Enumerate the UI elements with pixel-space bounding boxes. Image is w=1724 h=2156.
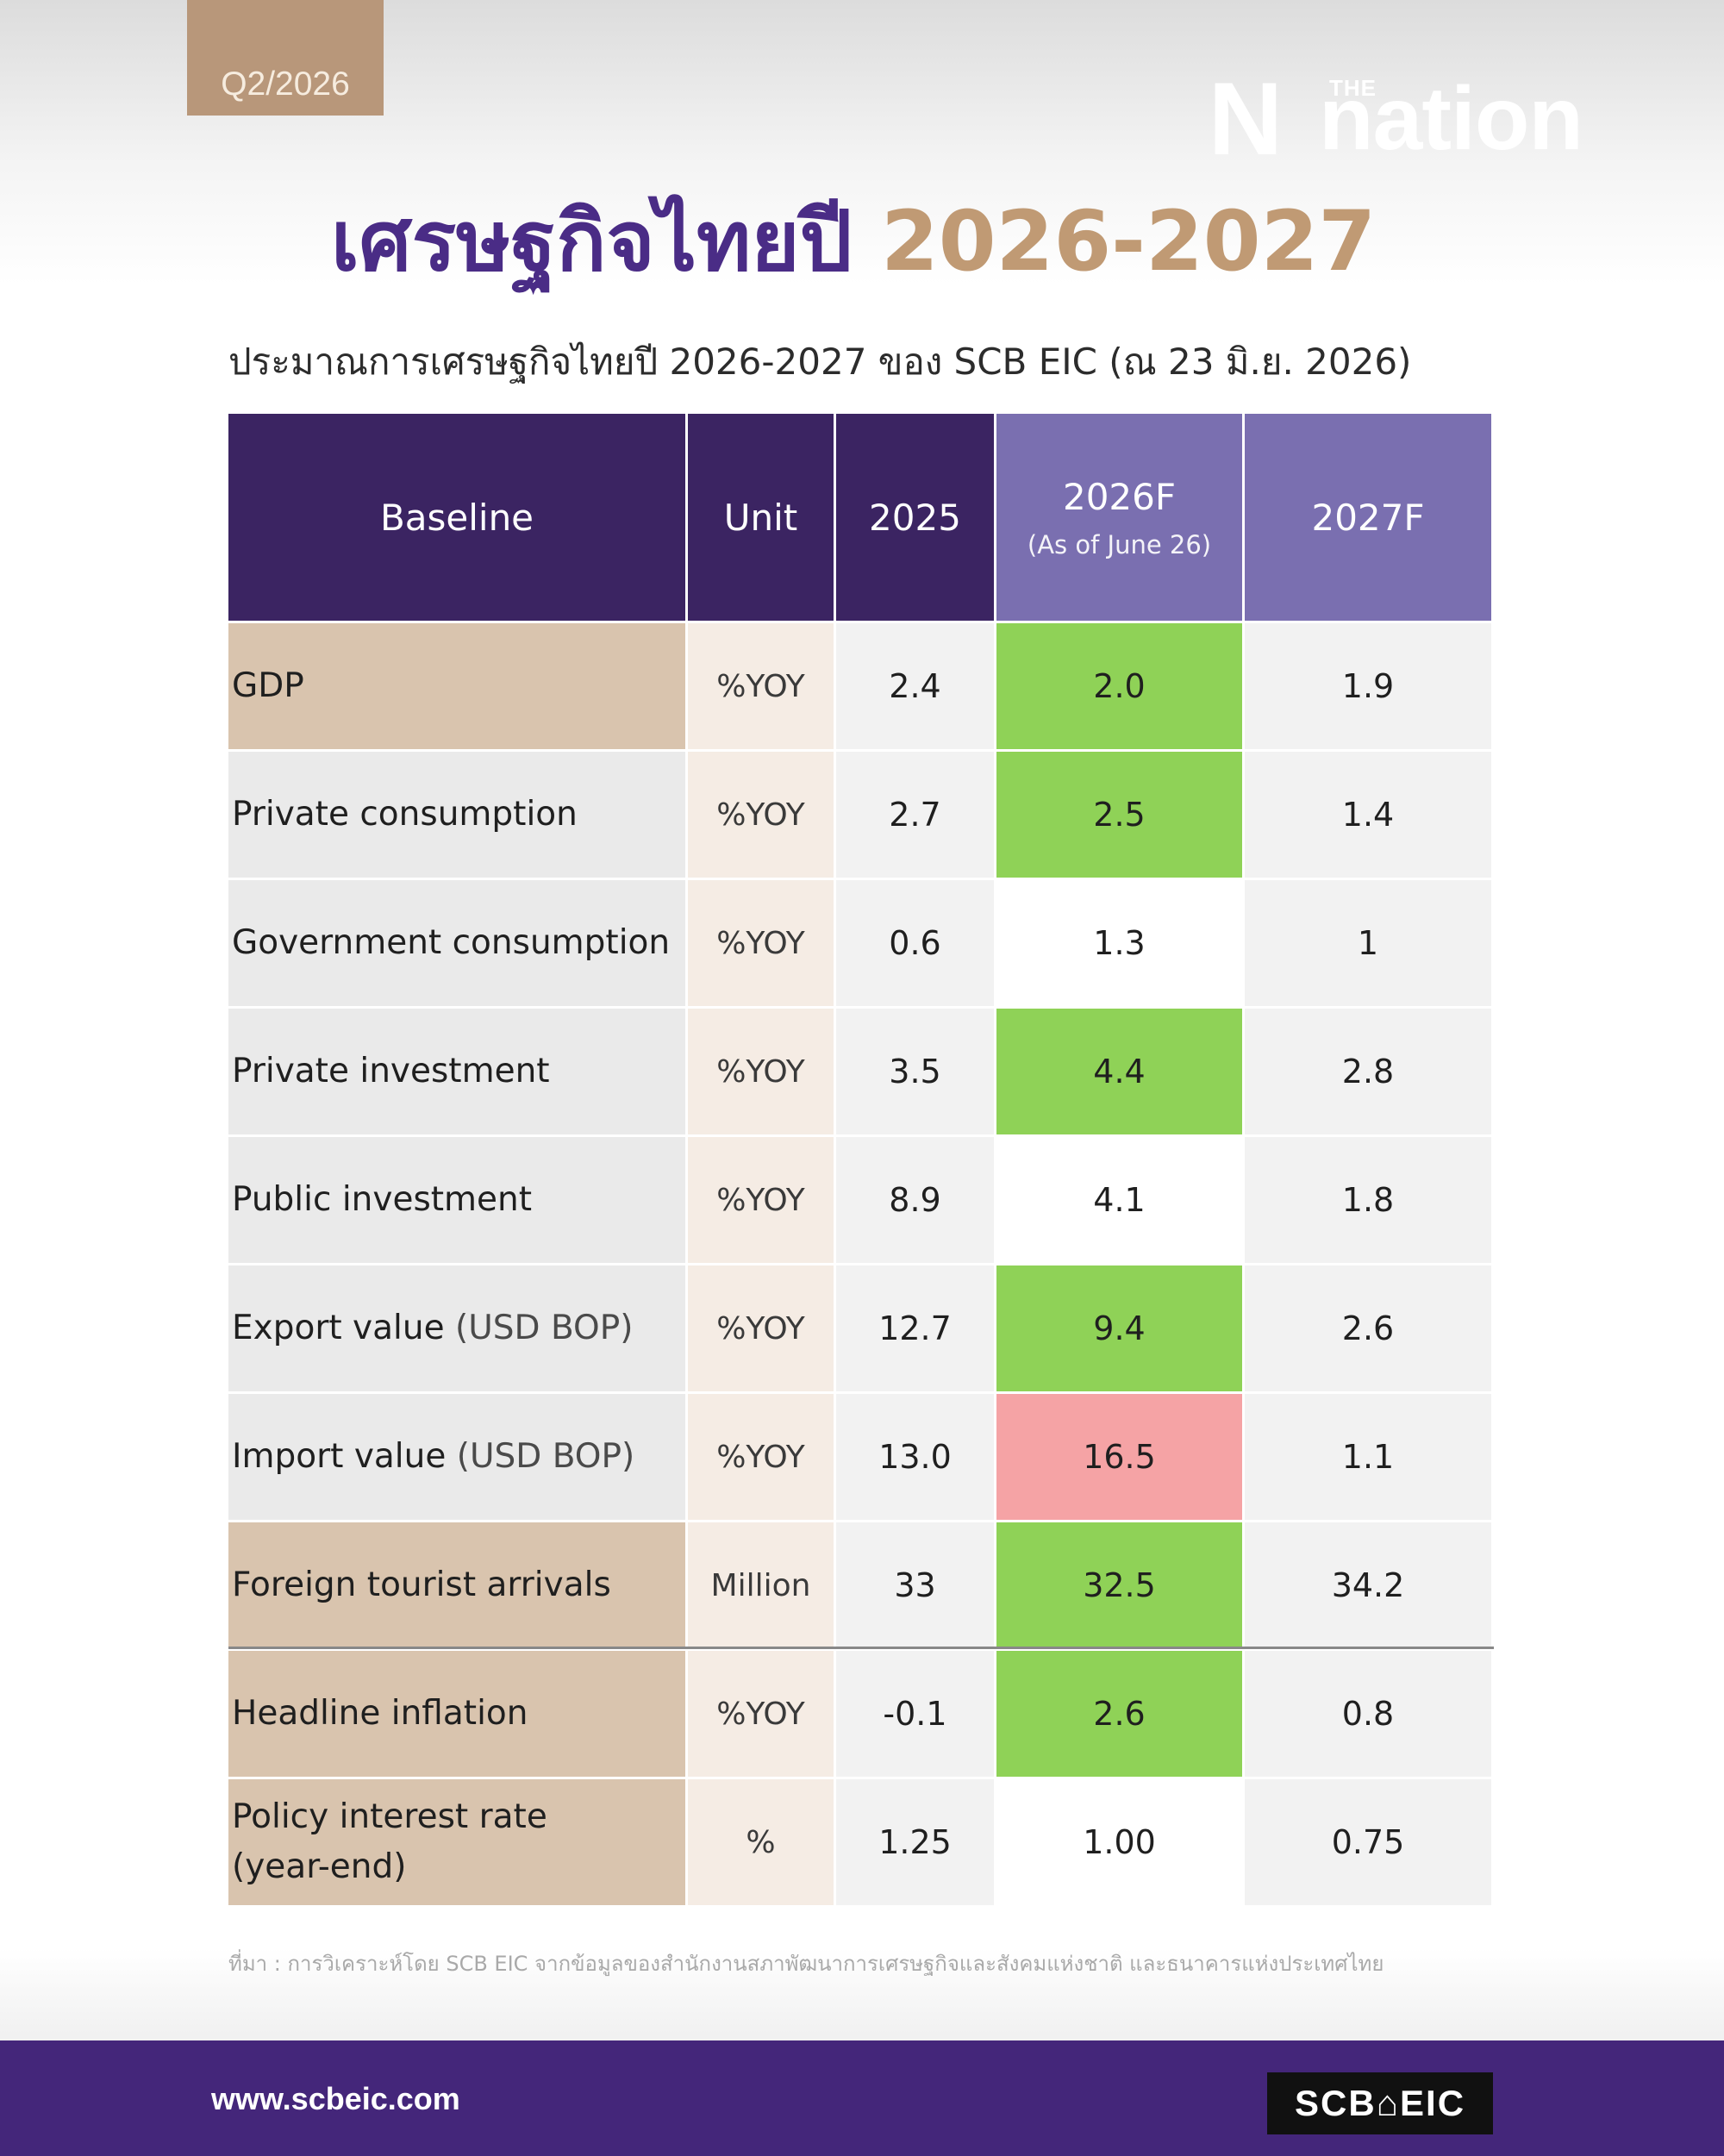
source-note: ที่มา : การวิเคราะห์โดย SCB EIC จากข้อมู…: [228, 1952, 1384, 1976]
value-2026f: 32.5: [996, 1522, 1245, 1651]
value-2026f: 2.0: [996, 623, 1245, 752]
header-2026f-label: 2026F: [1062, 475, 1177, 518]
row-label-export-value: Export value (USD BOP): [228, 1265, 688, 1394]
value-2027f: 34.2: [1245, 1522, 1494, 1651]
header-2025: 2025: [836, 414, 996, 623]
forecast-table: Baseline Unit 2025 2026F (As of June 26)…: [228, 414, 1494, 1908]
value-2025: 3.5: [836, 1009, 996, 1137]
value-2027f: 1.1: [1245, 1394, 1494, 1522]
value-2025: 33: [836, 1522, 996, 1651]
row-unit: %YOY: [688, 1265, 836, 1394]
header-unit: Unit: [688, 414, 836, 623]
page-title: เศรษฐกิจไทยปี 2026-2027: [0, 181, 1715, 302]
row-unit: %YOY: [688, 1394, 836, 1522]
row-label-text: Headline inflation: [232, 1694, 528, 1733]
value-2026f: 2.5: [996, 752, 1245, 880]
value-2027f: 1.9: [1245, 623, 1494, 752]
row-label-text: Export value: [232, 1309, 445, 1347]
row-label-text: Import value: [232, 1437, 447, 1476]
value-2025: 1.25: [836, 1779, 996, 1908]
nation-n-icon: N: [1208, 60, 1284, 177]
value-2027f: 1: [1245, 880, 1494, 1009]
quarter-tag-label: Q2/2026: [221, 66, 350, 103]
row-label-gdp: GDP: [228, 623, 688, 752]
row-label-text: Private consumption: [232, 795, 578, 834]
header-2026f: 2026F (As of June 26): [996, 414, 1245, 623]
header-baseline-label: Baseline: [379, 496, 534, 539]
header-2027f-label: 2027F: [1311, 496, 1425, 539]
nation-name: nation: [1319, 68, 1583, 169]
row-label-foreign-tourist-arrivals: Foreign tourist arrivals: [228, 1522, 688, 1651]
row-label-policy-interest-rate: Policy interest rate (year-end): [228, 1779, 688, 1908]
header-2027f: 2027F: [1245, 414, 1494, 623]
row-label-text: Foreign tourist arrivals: [232, 1565, 611, 1604]
value-2025: 12.7: [836, 1265, 996, 1394]
header-baseline: Baseline: [228, 414, 688, 623]
section-divider: [228, 1647, 1494, 1649]
value-2027f: 0.75: [1245, 1779, 1494, 1908]
value-2027f: 0.8: [1245, 1651, 1494, 1779]
value-2027f: 1.8: [1245, 1137, 1494, 1265]
row-label-import-value: Import value (USD BOP): [228, 1394, 688, 1522]
value-2025: 13.0: [836, 1394, 996, 1522]
title-years: 2026-2027: [880, 193, 1377, 290]
row-label-text: Policy interest rate: [232, 1797, 547, 1836]
row-label-note: (USD BOP): [455, 1309, 634, 1347]
row-label-private-investment: Private investment: [228, 1009, 688, 1137]
value-2027f: 2.8: [1245, 1009, 1494, 1137]
value-2026f: 9.4: [996, 1265, 1245, 1394]
value-2026f: 4.4: [996, 1009, 1245, 1137]
value-2027f: 2.6: [1245, 1265, 1494, 1394]
row-unit: %: [688, 1779, 836, 1908]
value-2025: 2.4: [836, 623, 996, 752]
website-link[interactable]: www.scbeic.com: [211, 2081, 460, 2116]
value-2025: 8.9: [836, 1137, 996, 1265]
footer-bar: www.scbeic.com SCB⌂EIC: [0, 2040, 1724, 2156]
value-2026f: 16.5: [996, 1394, 1245, 1522]
row-unit: %YOY: [688, 1009, 836, 1137]
row-label-public-investment: Public investment: [228, 1137, 688, 1265]
row-unit: %YOY: [688, 752, 836, 880]
scb-eic-logo: SCB⌂EIC: [1267, 2072, 1493, 2134]
row-label-text: Public investment: [232, 1180, 533, 1219]
row-label-note: (USD BOP): [456, 1437, 635, 1476]
value-2025: -0.1: [836, 1651, 996, 1779]
row-label-text: GDP: [232, 666, 304, 705]
subtitle: ประมาณการเศรษฐกิจไทยปี 2026-2027 ของ SCB…: [228, 341, 1412, 383]
value-2026f: 1.3: [996, 880, 1245, 1009]
value-2025: 2.7: [836, 752, 996, 880]
header-2025-label: 2025: [869, 496, 961, 539]
row-unit: Million: [688, 1522, 836, 1651]
row-label-text: Government consumption: [232, 923, 671, 962]
value-2027f: 1.4: [1245, 752, 1494, 880]
row-label-text: Private investment: [232, 1052, 550, 1090]
value-2026f: 2.6: [996, 1651, 1245, 1779]
row-label-government-consumption: Government consumption: [228, 880, 688, 1009]
row-unit: %YOY: [688, 880, 836, 1009]
title-thai: เศรษฐกิจไทยปี: [330, 193, 853, 290]
nation-wordmark: THE nation: [1319, 72, 1629, 166]
row-label-private-consumption: Private consumption: [228, 752, 688, 880]
row-label-headline-inflation: Headline inflation: [228, 1651, 688, 1779]
header-unit-label: Unit: [723, 496, 798, 539]
row-unit: %YOY: [688, 1137, 836, 1265]
nation-the: THE: [1329, 74, 1377, 101]
row-unit: %YOY: [688, 1651, 836, 1779]
row-unit: %YOY: [688, 623, 836, 752]
the-nation-logo: N THE nation: [1198, 60, 1638, 177]
quarter-tag: Q2/2026: [187, 0, 384, 116]
row-label-note: (year-end): [232, 1847, 407, 1886]
value-2025: 0.6: [836, 880, 996, 1009]
value-2026f: 4.1: [996, 1137, 1245, 1265]
header-2026f-note: (As of June 26): [1027, 529, 1212, 559]
value-2026f: 1.00: [996, 1779, 1245, 1908]
